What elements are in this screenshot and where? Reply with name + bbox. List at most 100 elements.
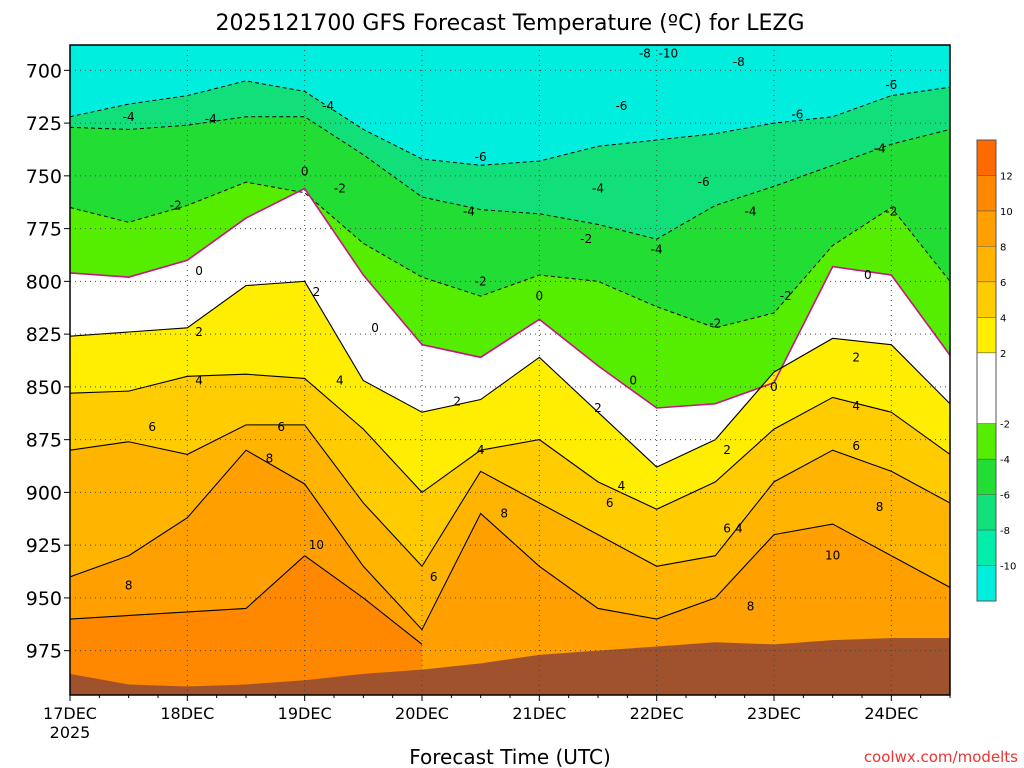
colorbar-bin (977, 530, 996, 566)
isotherm-line-6 (70, 424, 950, 568)
contour-label: -2 (885, 205, 897, 219)
colorbar-tick-label: 12 (1000, 171, 1013, 182)
band-fill-10 (70, 555, 422, 695)
contour-label: 4 (735, 521, 743, 535)
contour-label: -4 (322, 99, 334, 113)
y-tick-label: 700 (26, 60, 62, 82)
contour-label: -4 (463, 205, 475, 219)
grid (70, 45, 950, 695)
colorbar-bin (977, 565, 996, 601)
contour-label: 2 (594, 401, 602, 415)
y-tick-label: 900 (26, 482, 62, 504)
contour-label: 0 (770, 380, 778, 394)
colorbar-bin (977, 281, 996, 318)
contour-label: 0 (371, 321, 379, 335)
contour-label: 10 (825, 549, 840, 563)
colorbar-tick-label: -6 (1000, 491, 1010, 502)
credit-text: coolwx.com/modelts (864, 748, 1018, 766)
isotherm-line-8 (70, 449, 950, 631)
colorbar-tick-label: 8 (1000, 242, 1006, 253)
contour-label: 0 (536, 289, 544, 303)
y-tick-label: 850 (26, 377, 62, 399)
colorbar-tick-label: -8 (1000, 526, 1010, 537)
contour-label: -2 (334, 182, 346, 196)
colorbar-bin (977, 317, 996, 353)
x-tick-label: 21DEC (512, 704, 566, 723)
contour-label: -4 (205, 112, 217, 126)
y-tick-label: 975 (26, 641, 62, 663)
y-tick-label: 800 (26, 271, 62, 293)
contour-label: -2 (170, 198, 182, 212)
contour-label: -6 (791, 108, 803, 122)
y-tick-label: 875 (26, 430, 62, 452)
chart-title: 2025121700 GFS Forecast Temperature (ºC)… (215, 11, 804, 36)
colorbar-tick-label: -10 (1000, 562, 1016, 573)
colorbar-tick-label: 10 (1000, 207, 1013, 218)
contour-label: 8 (266, 452, 274, 466)
contour-label: -6 (615, 99, 627, 113)
y-tick-label: 725 (26, 113, 62, 135)
colorbar-tick-label: 4 (1000, 313, 1006, 324)
isotherm-line-2 (70, 280, 950, 468)
x-tick-label: 20DEC (395, 704, 449, 723)
colorbar-bin (977, 423, 996, 460)
colorbar-tick-label: 6 (1000, 278, 1006, 289)
isotherm-line--4 (70, 116, 950, 240)
colorbar: 12 10 8 6 4 2 -2 -4 -6 -8 -10 (976, 139, 1016, 602)
isotherm-line-0 (70, 187, 950, 409)
colorbar-tick-label: -2 (1000, 420, 1010, 431)
contour-label: -4 (592, 182, 604, 196)
contour-label: -4 (651, 243, 663, 257)
contour-label: 2 (852, 350, 860, 364)
colorbar-bin (977, 352, 996, 424)
contour-label: -10 (659, 46, 679, 60)
contour-label: -8 (733, 55, 745, 69)
y-tick-label: 925 (26, 535, 62, 557)
contour-label: -2 (475, 274, 487, 288)
y-tick-label: 825 (26, 324, 62, 346)
y-tick-label: 750 (26, 166, 62, 188)
contour-label: 2 (723, 443, 731, 457)
contour-label: -6 (475, 150, 487, 164)
colorbar-bin (977, 494, 996, 531)
x-axis: 17DEC 18DEC 19DEC 20DEC 21DEC 22DEC 23DEC 24DEC (43, 695, 951, 723)
contour-label: 6 (148, 420, 156, 434)
x-tick-label: 18DEC (160, 704, 214, 723)
x-tick-label: 23DEC (747, 704, 801, 723)
colorbar-bin (977, 175, 996, 211)
contour-label: 2 (195, 325, 203, 339)
contour-label: 8 (500, 507, 508, 521)
contour-label: 6 (852, 439, 860, 453)
contour-label: 4 (477, 443, 485, 457)
contour-label: -4 (745, 205, 757, 219)
x-tick-label: 24DEC (864, 704, 918, 723)
contour-label: -6 (698, 175, 710, 189)
contour-label: 0 (629, 374, 637, 388)
terrain-surface (70, 638, 950, 695)
x-tick-label: 22DEC (630, 704, 684, 723)
contour-label: 4 (618, 479, 626, 493)
colorbar-frame (976, 139, 997, 602)
contour-label: -4 (123, 110, 135, 124)
contour-label: 8 (125, 578, 133, 592)
contour-label: 6 (430, 570, 438, 584)
contour-label: 10 (309, 538, 324, 552)
isotherm-line--6 (70, 80, 950, 166)
colorbar-bin (977, 459, 996, 495)
x-tick-label: 19DEC (278, 704, 332, 723)
contour-label: 6 (606, 496, 614, 510)
contour-label: 4 (336, 374, 344, 388)
contour-label: -2 (580, 232, 592, 246)
contour-label: -6 (885, 78, 897, 92)
contour-label: -2 (780, 289, 792, 303)
contour-label: 6 (277, 420, 285, 434)
contour-label: 8 (876, 500, 884, 514)
y-axis: 700 725 750 775 800 825 850 875 900 925 950 975 (26, 60, 70, 663)
contour-label: 0 (301, 165, 309, 179)
plot-area: -4 -4 -4 -6 -8 -10 -8 -6 -6 -6 -4 -2 -2 -4 -4 -6 -4 -2 -2 -… (69, 44, 951, 696)
colorbar-tick-label: -4 (1000, 455, 1010, 466)
colorbar-bin (977, 246, 996, 282)
contour-label: 0 (864, 268, 872, 282)
x-axis-label: Forecast Time (UTC) (409, 745, 611, 768)
contour-label: 2 (453, 395, 461, 409)
